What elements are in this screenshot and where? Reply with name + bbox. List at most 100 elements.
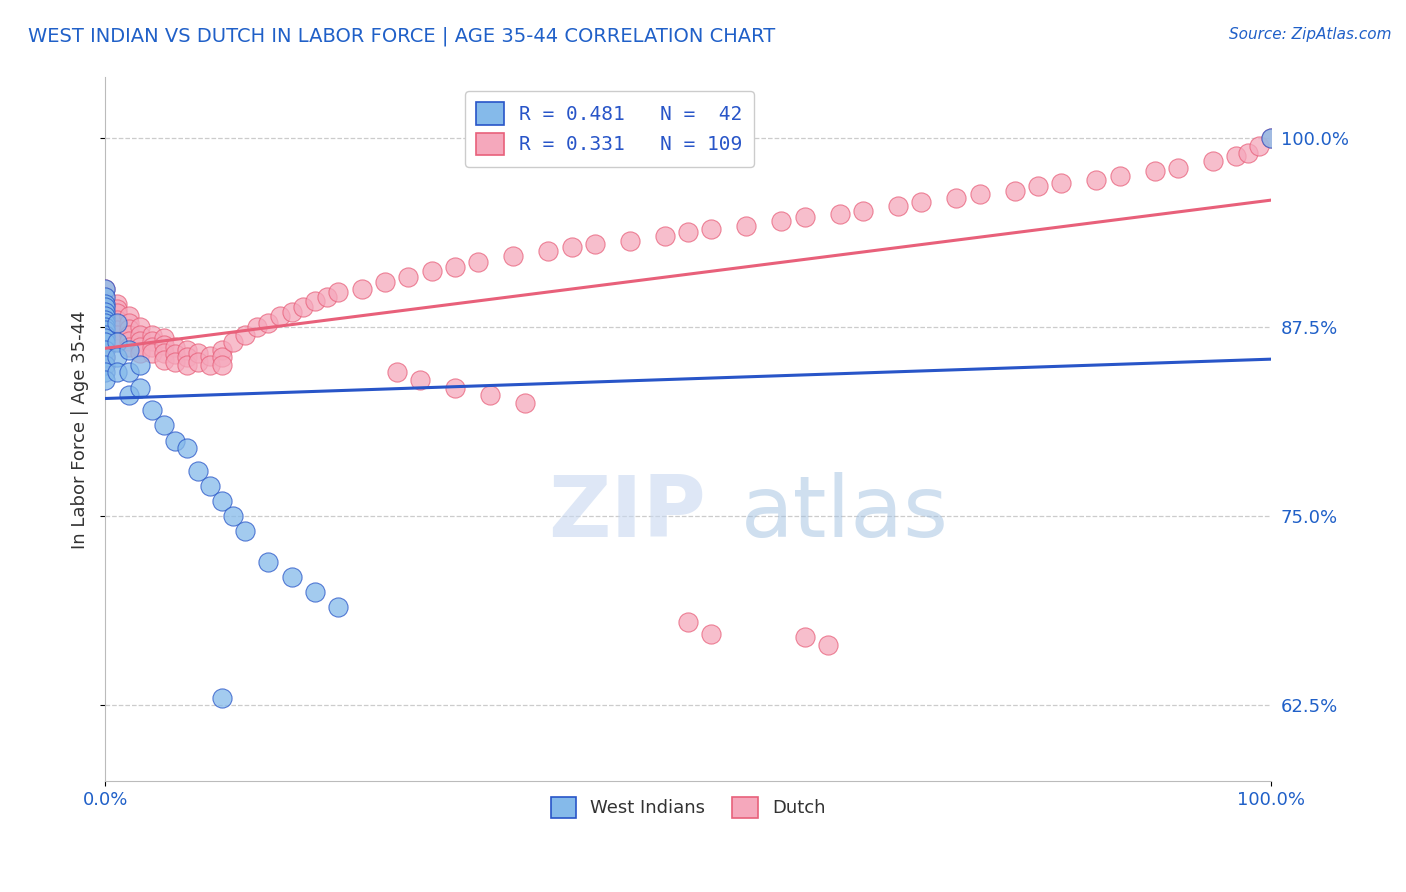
Point [478,388,501,402]
Point [94,282,117,296]
Point [211,690,233,705]
Point [94,305,117,319]
Point [654,229,676,244]
Point [176,358,198,372]
Point [700,221,723,235]
Point [409,373,432,387]
Point [129,327,152,342]
Point [94,331,117,345]
Point [246,320,269,334]
Legend: West Indians, Dutch: West Indians, Dutch [543,789,832,825]
Point [94,343,117,357]
Point [735,219,758,233]
Point [129,320,152,334]
Point [165,347,187,361]
Point [304,585,326,599]
Point [561,240,583,254]
Point [105,317,128,331]
Point [94,336,117,351]
Point [467,255,489,269]
Point [117,316,139,330]
Y-axis label: In Labor Force | Age 35-44: In Labor Force | Age 35-44 [72,310,89,549]
Point [396,270,419,285]
Point [94,316,117,330]
Point [1085,173,1108,187]
Point [152,418,174,433]
Point [94,332,117,346]
Point [281,570,304,584]
Point [444,260,467,274]
Point [969,186,991,201]
Point [141,346,163,360]
Point [117,340,139,354]
Point [187,464,209,478]
Point [105,335,128,350]
Text: WEST INDIAN VS DUTCH IN LABOR FORCE | AGE 35-44 CORRELATION CHART: WEST INDIAN VS DUTCH IN LABOR FORCE | AG… [28,27,775,46]
Point [619,234,641,248]
Point [117,310,139,324]
Point [328,285,350,300]
Point [770,214,793,228]
Point [94,323,117,337]
Point [1026,179,1049,194]
Point [117,343,139,357]
Point [1108,169,1130,183]
Point [117,327,139,342]
Point [211,343,233,357]
Point [129,346,152,360]
Point [1236,146,1258,161]
Point [152,346,174,360]
Point [537,244,560,259]
Point [198,358,221,372]
Point [165,434,187,448]
Point [94,301,117,316]
Point [94,351,117,365]
Point [257,555,280,569]
Point [94,290,117,304]
Point [105,323,128,337]
Point [94,335,117,350]
Point [105,316,128,330]
Point [945,192,967,206]
Point [315,290,337,304]
Point [233,327,256,342]
Point [257,316,280,330]
Point [281,305,304,319]
Point [222,509,245,524]
Point [444,381,467,395]
Point [94,323,117,337]
Point [211,358,233,372]
Point [176,351,198,365]
Point [292,301,315,315]
Point [1050,177,1073,191]
Point [793,210,815,224]
Text: atlas: atlas [741,472,949,555]
Point [94,318,117,333]
Point [94,373,117,387]
Point [1260,131,1282,145]
Point [94,320,117,334]
Point [141,403,163,417]
Point [165,340,187,354]
Point [94,314,117,328]
Point [94,312,117,326]
Point [152,353,174,368]
Point [1225,149,1247,163]
Text: ZIP: ZIP [548,472,706,555]
Point [852,203,875,218]
Text: Source: ZipAtlas.com: Source: ZipAtlas.com [1229,27,1392,42]
Point [420,264,443,278]
Point [700,627,723,641]
Point [94,306,117,320]
Point [793,630,815,644]
Point [94,297,117,311]
Point [105,297,128,311]
Point [1260,131,1282,145]
Point [350,282,373,296]
Point [105,301,128,316]
Point [105,334,128,348]
Point [187,355,209,369]
Point [141,334,163,348]
Point [502,249,524,263]
Point [129,340,152,354]
